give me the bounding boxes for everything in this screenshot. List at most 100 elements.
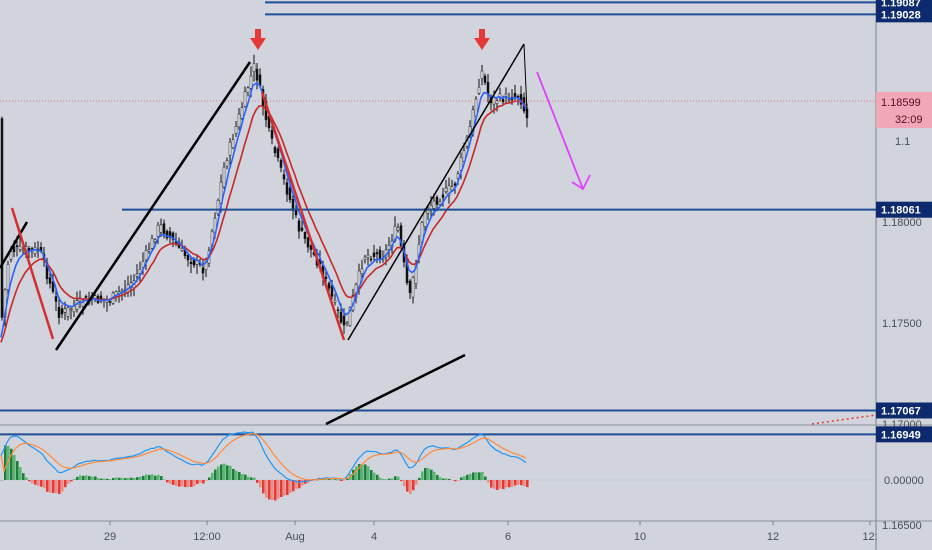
macd-histogram-bar xyxy=(82,475,85,480)
trendline[interactable] xyxy=(0,221,29,269)
price-level-tag xyxy=(876,201,932,218)
candle xyxy=(246,86,250,97)
macd-histogram-bar xyxy=(343,480,346,481)
time-axis-ticks: 29 12:00 Aug 4 6 10 12 12: xyxy=(104,521,878,543)
candle xyxy=(237,107,241,130)
macd-histogram-bar xyxy=(481,471,484,480)
trendline[interactable] xyxy=(523,43,528,113)
macd-histogram-bar xyxy=(460,477,463,480)
candle xyxy=(444,179,448,194)
macd-tick-label: 0.00000 xyxy=(884,475,924,487)
countdown-label: 32:09 xyxy=(895,114,923,126)
macd-histogram-bar xyxy=(427,468,430,480)
macd-histogram-bar xyxy=(40,480,43,487)
macd-histogram-bar xyxy=(7,445,10,480)
macd-histogram-bar xyxy=(301,480,304,486)
macd-histogram-bar xyxy=(193,480,196,487)
candle xyxy=(483,73,487,86)
macd-histogram-bar xyxy=(190,480,193,487)
macd-histogram-bar xyxy=(4,445,7,480)
double-top-arrow-right[interactable] xyxy=(474,29,490,50)
macd-histogram-bar xyxy=(340,480,343,482)
macd-histogram-bar xyxy=(232,468,235,480)
macd-histogram-bar xyxy=(79,475,82,480)
dotted-line[interactable] xyxy=(811,414,877,425)
candle xyxy=(270,124,274,145)
trendline[interactable] xyxy=(325,353,466,426)
macd-histogram-bar xyxy=(88,476,91,480)
candle xyxy=(297,218,301,239)
macd-histogram-bar xyxy=(100,478,103,480)
macd-histogram-bar xyxy=(469,473,472,480)
candle xyxy=(147,242,151,254)
candle xyxy=(477,78,481,95)
candle xyxy=(300,220,304,233)
time-tick-label: 6 xyxy=(505,531,511,543)
macd-histogram-bar xyxy=(286,480,289,496)
macd-histogram-bar xyxy=(382,479,385,480)
macd-histogram-bar xyxy=(43,480,46,489)
macd-histogram-bar xyxy=(361,464,364,480)
macd-histogram-bar xyxy=(277,480,280,499)
macd-histogram-bar xyxy=(421,471,424,480)
candle xyxy=(375,248,379,264)
macd-histogram-bar xyxy=(526,480,529,488)
macd-histogram-bar xyxy=(52,480,55,494)
candle xyxy=(309,244,313,258)
macd-histogram-bar xyxy=(214,469,217,480)
macd-histogram-bar xyxy=(103,478,106,480)
trendline-red[interactable] xyxy=(260,91,346,341)
macd-histogram-bar xyxy=(241,474,244,480)
macd-histogram-bar xyxy=(373,472,376,480)
macd-histogram-bar xyxy=(37,480,40,487)
price-tick-label: 1.18000 xyxy=(882,217,922,229)
candle xyxy=(273,145,277,157)
macd-histogram-bar xyxy=(13,454,16,480)
macd-histogram-bar xyxy=(256,480,259,483)
macd-histogram-bar xyxy=(253,477,256,480)
candle xyxy=(30,246,34,258)
candle xyxy=(252,54,256,82)
macd-histogram-bar xyxy=(463,476,466,480)
macd-histogram-bar xyxy=(151,474,154,480)
price-level-tag xyxy=(876,0,932,11)
macd-histogram-bar xyxy=(64,480,67,488)
candle xyxy=(216,198,220,216)
double-top-arrow-left[interactable] xyxy=(250,29,266,50)
macd-histogram-bar xyxy=(430,469,433,480)
macd-histogram-bar xyxy=(370,470,373,480)
macd-histogram-bar xyxy=(274,480,277,501)
macd-histogram-bar xyxy=(160,476,163,480)
time-tick-label: 12:00 xyxy=(193,531,221,543)
candle xyxy=(138,261,142,282)
target-arrow[interactable] xyxy=(536,71,591,191)
candle xyxy=(228,138,232,165)
candle xyxy=(303,231,307,244)
candle xyxy=(243,86,247,108)
candle xyxy=(387,236,391,258)
macd-histogram-bar xyxy=(85,475,88,480)
macd-histogram-bar xyxy=(454,480,457,482)
candle xyxy=(369,255,373,263)
macd-histogram-bar xyxy=(376,474,379,480)
macd-histogram xyxy=(1,445,529,501)
macd-histogram-bar xyxy=(184,480,187,488)
macd-histogram-bar xyxy=(211,472,214,480)
candle xyxy=(225,157,229,170)
macd-histogram-bar xyxy=(451,480,454,481)
macd-histogram-bar xyxy=(10,448,13,480)
candle xyxy=(6,260,10,298)
macd-histogram-bar xyxy=(262,480,265,494)
trendline[interactable] xyxy=(347,43,525,341)
trendlines[interactable] xyxy=(0,43,877,426)
macd-histogram-bar xyxy=(502,480,505,490)
macd-histogram-bar xyxy=(289,480,292,493)
macd-histogram-bar xyxy=(61,480,64,492)
macd-histogram-bar xyxy=(445,478,448,480)
price-level-tag xyxy=(876,6,932,23)
trendline[interactable] xyxy=(54,61,252,351)
trendline-red[interactable] xyxy=(10,207,55,340)
macd-histogram-bar xyxy=(34,480,37,485)
macd-histogram-bar xyxy=(283,480,286,496)
